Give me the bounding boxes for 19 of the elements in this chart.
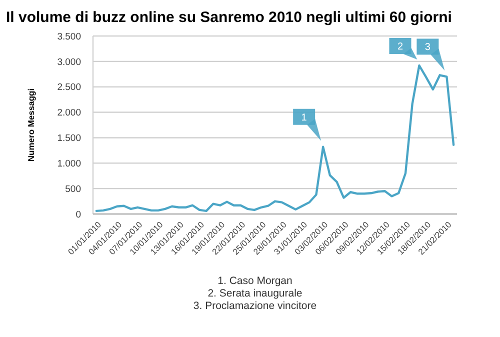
callout-box: 1 bbox=[293, 108, 322, 141]
line-series bbox=[95, 64, 455, 212]
annotation: 2 bbox=[397, 42, 404, 52]
y-tick-label: 0 bbox=[76, 209, 81, 220]
annotation: 3 bbox=[424, 42, 431, 54]
y-tick-label: 2.000 bbox=[57, 108, 81, 119]
callout-box: 3 bbox=[416, 38, 445, 71]
y-tick-label: 3.500 bbox=[57, 31, 81, 42]
y-tick-label: 1.500 bbox=[57, 133, 81, 144]
y-tick-label: 1.000 bbox=[57, 158, 81, 170]
y-tick-label: 3.000 bbox=[57, 56, 81, 68]
y-tick-label: 2.500 bbox=[57, 82, 81, 94]
y-axis-title: Numero Messaggi bbox=[26, 88, 36, 162]
annotation: 1 bbox=[301, 112, 308, 124]
chart-title: Il volume di buzz online su Sanremo 2010 negli ultimi 60 giorni bbox=[6, 9, 452, 26]
text: 3. Proclamazione vincitore bbox=[193, 300, 317, 312]
y-tick-label: 500 bbox=[65, 184, 81, 195]
text: 1. Caso Morgan bbox=[218, 275, 293, 287]
text: 2. Serata inaugurale bbox=[208, 288, 302, 300]
